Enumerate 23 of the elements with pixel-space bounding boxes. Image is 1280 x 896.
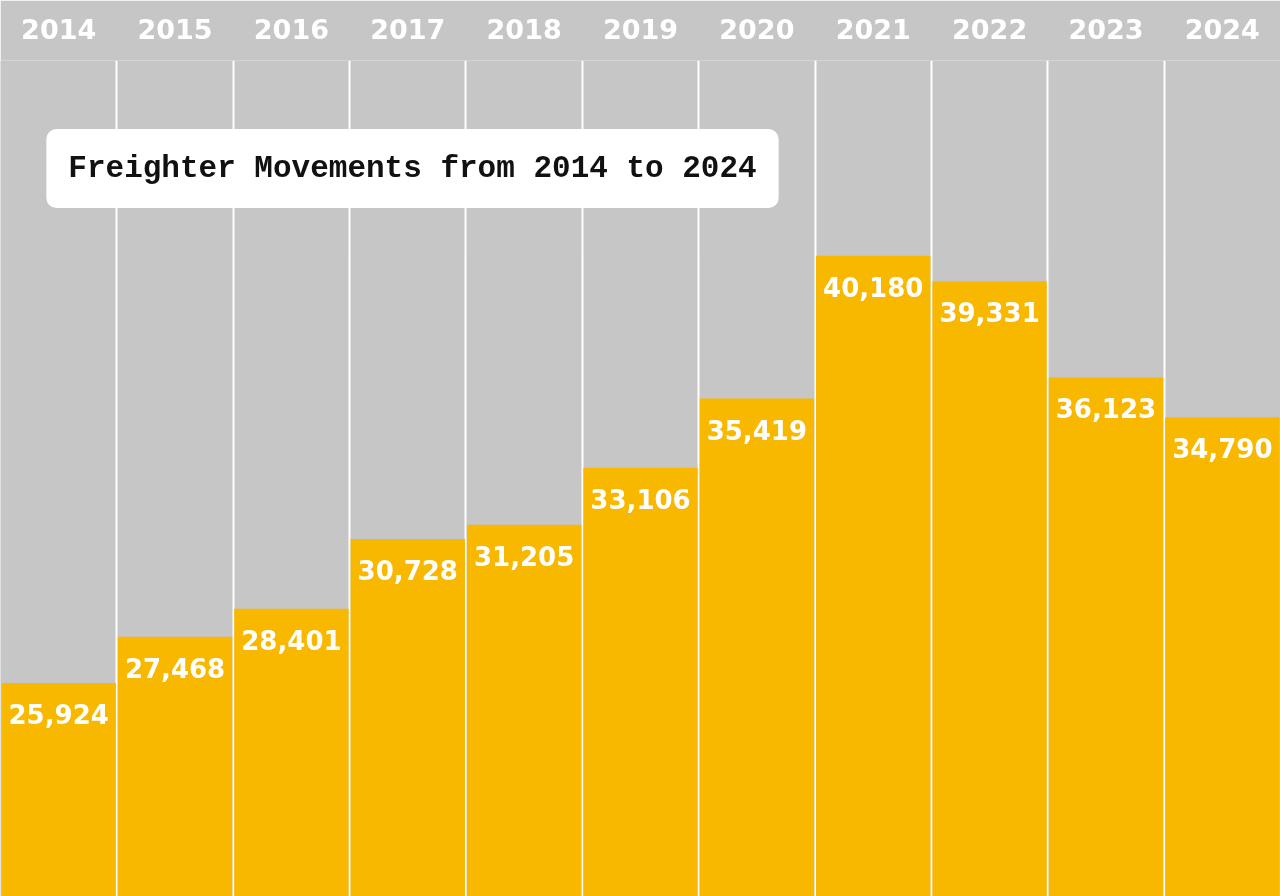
x-tick-label: 2016 xyxy=(253,13,329,45)
x-tick-label: 2017 xyxy=(370,13,446,45)
data-label: 30,728 xyxy=(357,556,458,587)
data-label: 35,419 xyxy=(706,415,808,446)
data-label: 25,924 xyxy=(8,700,109,731)
data-label: 40,180 xyxy=(823,272,924,303)
data-label: 28,401 xyxy=(241,625,342,656)
x-tick-label: 2018 xyxy=(486,13,562,45)
x-tick-label: 2015 xyxy=(137,13,213,45)
x-tick-label: 2020 xyxy=(719,13,795,45)
x-tick-label: 2022 xyxy=(952,13,1028,45)
x-tick-label: 2014 xyxy=(21,13,97,45)
data-label: 36,123 xyxy=(1055,394,1157,425)
data-label: 39,331 xyxy=(939,298,1040,329)
data-label: 34,790 xyxy=(1172,434,1273,465)
data-label: 31,205 xyxy=(473,541,575,572)
x-tick-label: 2024 xyxy=(1184,13,1260,45)
text: Freighter Movements from 2014 to 2024 xyxy=(68,151,757,186)
x-tick-label: 2023 xyxy=(1068,13,1144,45)
x-tick-label: 2021 xyxy=(835,13,911,45)
data-label: 33,106 xyxy=(590,484,691,515)
data-label: 27,468 xyxy=(124,653,226,684)
x-tick-label: 2019 xyxy=(602,13,679,45)
